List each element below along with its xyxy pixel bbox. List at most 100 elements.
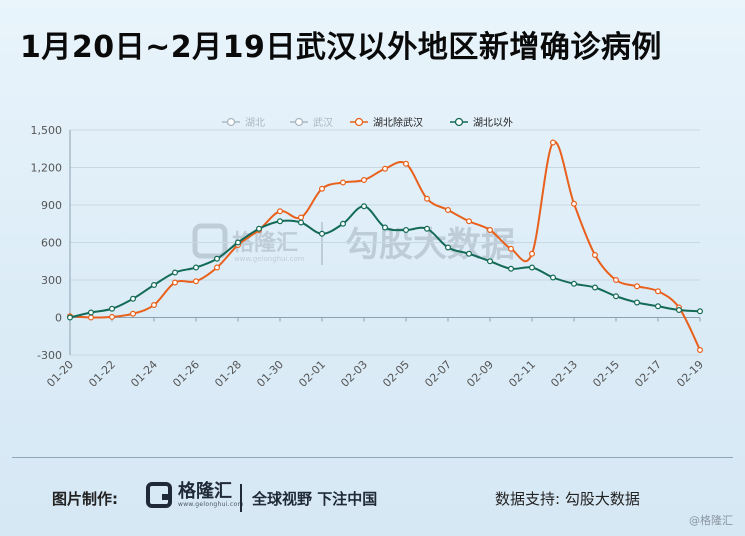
data-point — [277, 218, 284, 225]
data-point — [487, 226, 494, 233]
legend-marker — [354, 117, 364, 127]
data-point — [298, 214, 305, 221]
x-tick-label: 01-20 — [44, 358, 76, 390]
x-tick-label: 02-09 — [464, 358, 496, 390]
legend-marker — [454, 117, 464, 127]
x-tick-label: 02-11 — [506, 358, 538, 390]
data-point — [528, 250, 535, 257]
legend-marker — [226, 117, 236, 127]
data-point — [108, 313, 115, 320]
data-point — [108, 305, 115, 312]
data-point — [445, 206, 452, 213]
data-point — [612, 277, 619, 284]
data-point — [298, 219, 305, 226]
image-credit: @格隆汇 — [689, 514, 733, 527]
data-point — [172, 279, 179, 286]
legend-label: 湖北以外 — [473, 117, 513, 129]
legend-label: 湖北除武汉 — [373, 116, 423, 129]
data-point — [382, 224, 389, 231]
logo-mark-icon — [146, 482, 172, 508]
data-point — [193, 278, 200, 285]
x-tick-label: 01-28 — [212, 358, 244, 390]
data-point — [549, 274, 556, 281]
data-point — [340, 179, 347, 186]
x-tick-label: 02-17 — [632, 358, 664, 390]
logo-name: 格隆汇 — [178, 480, 232, 502]
footer-divider — [12, 457, 733, 458]
legend-item-outside-hubei: 湖北以外 — [450, 117, 513, 129]
series-outside-hubei — [66, 203, 703, 321]
data-point — [319, 230, 326, 237]
chart-title: 1月20日~2月19日武汉以外地区新增确诊病例 — [20, 30, 662, 65]
data-point — [633, 299, 640, 306]
data-point — [528, 264, 535, 271]
data-point — [508, 245, 515, 252]
data-point — [445, 244, 452, 251]
data-point — [654, 303, 661, 310]
x-tick-label: 02-15 — [590, 358, 622, 390]
y-tick-label: 0 — [55, 312, 62, 325]
data-point — [403, 160, 410, 167]
data-point — [256, 225, 263, 232]
data-point — [424, 225, 431, 232]
data-point — [403, 226, 410, 233]
data-point — [193, 264, 200, 271]
data-point — [696, 308, 703, 315]
legend-label: 武汉 — [313, 116, 333, 129]
footer-data-support: 数据支持: 勾股大数据 — [495, 490, 640, 508]
x-tick-label: 02-19 — [674, 358, 706, 390]
watermark-url: www.gelonghui.com — [234, 255, 305, 263]
legend-item-hubei-ex-wuhan: 湖北除武汉 — [350, 116, 423, 129]
data-point — [172, 269, 179, 276]
data-point — [675, 307, 682, 314]
data-point — [549, 139, 556, 146]
gelonghui-logo: 格隆汇 www.gelonghui.com — [146, 482, 244, 508]
data-point — [361, 203, 368, 210]
y-tick-label: 1,200 — [31, 162, 63, 175]
data-point — [570, 280, 577, 287]
data-point — [130, 295, 137, 302]
data-point — [487, 258, 494, 265]
x-tick-label: 01-26 — [170, 358, 202, 390]
x-tick-label: 01-22 — [86, 358, 118, 390]
x-tick-label: 01-24 — [128, 358, 160, 390]
data-point — [277, 208, 284, 215]
data-point — [361, 176, 368, 183]
data-point — [696, 347, 703, 354]
x-tick-label: 02-05 — [380, 358, 412, 390]
x-tick-label: 01-30 — [254, 358, 286, 390]
data-point — [66, 314, 73, 321]
x-tick-label: 02-01 — [296, 358, 328, 390]
data-point — [214, 264, 221, 271]
x-tick-label: 02-07 — [422, 358, 454, 390]
data-point — [466, 218, 473, 225]
y-tick-label: 1,500 — [31, 124, 63, 137]
data-point — [591, 284, 598, 291]
data-point — [319, 185, 326, 192]
data-point — [654, 288, 661, 295]
watermark-logo-icon — [192, 223, 228, 259]
data-point — [633, 283, 640, 290]
footer-separator — [240, 484, 242, 512]
legend-item-hubei: 湖北 — [222, 117, 265, 129]
data-point — [591, 252, 598, 259]
data-point — [612, 293, 619, 300]
y-tick-label: 300 — [41, 274, 62, 287]
data-point — [130, 310, 137, 317]
data-point — [151, 282, 158, 289]
x-tick-label: 02-13 — [548, 358, 580, 390]
data-point — [424, 195, 431, 202]
logo-url: www.gelonghui.com — [178, 500, 244, 508]
y-tick-label: -300 — [37, 349, 62, 362]
footer-slogan: 全球视野 下注中国 — [252, 490, 378, 508]
footer-made-by-label: 图片制作: — [52, 490, 118, 508]
data-point — [340, 220, 347, 227]
data-point — [214, 255, 221, 262]
y-tick-label: 900 — [41, 199, 62, 212]
legend-item-wuhan: 武汉 — [290, 116, 333, 129]
y-tick-label: 600 — [41, 237, 62, 250]
data-point — [382, 165, 389, 172]
data-point — [87, 314, 94, 321]
data-point — [570, 200, 577, 207]
